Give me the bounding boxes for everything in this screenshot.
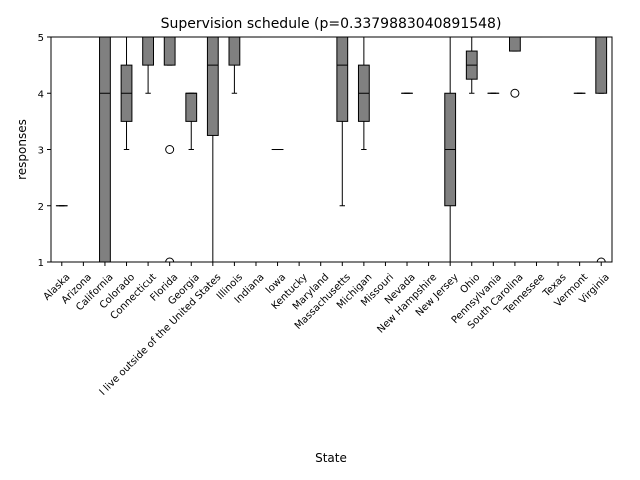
y-axis-label: responses — [15, 119, 29, 180]
box-outlier — [510, 88, 520, 98]
box-iqr — [142, 37, 154, 66]
y-tick-label: 5 — [38, 33, 44, 44]
y-tick-label: 3 — [38, 146, 44, 157]
box-iqr — [99, 37, 111, 262]
box-iqr — [595, 37, 608, 94]
y-tick-label: 1 — [38, 258, 44, 269]
box-iqr — [336, 37, 349, 122]
box-iqr — [509, 37, 521, 52]
box-iqr — [228, 37, 241, 66]
box-outlier — [596, 257, 606, 262]
box-iqr — [185, 92, 198, 122]
box-iqr — [206, 37, 219, 136]
box-outlier — [165, 145, 175, 154]
boxes-group — [55, 37, 608, 262]
y-tick-label: 2 — [38, 202, 44, 213]
x-axis-label: State — [315, 451, 347, 465]
box-outlier — [165, 257, 175, 262]
y-tick-label: 4 — [38, 89, 44, 100]
chart-title: Supervision schedule (p=0.33798830408915… — [161, 16, 502, 32]
box-iqr — [163, 37, 176, 66]
